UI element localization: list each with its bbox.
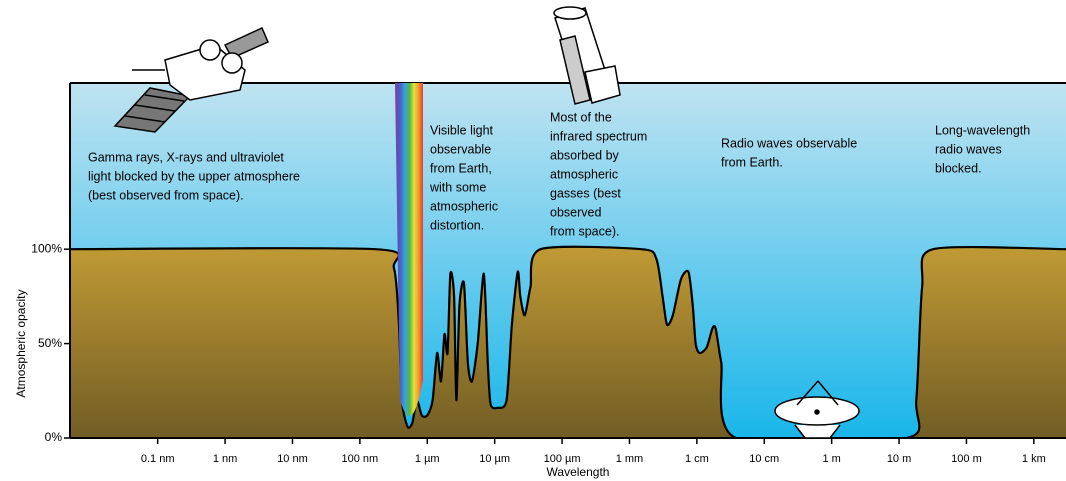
annotation-line: with some — [429, 180, 486, 194]
annotation-line: Radio waves observable — [721, 136, 857, 150]
x-tick-label: 100 m — [951, 453, 982, 465]
x-tick-label: 1 km — [1022, 453, 1046, 465]
annotation-line: infrared spectrum — [550, 129, 647, 143]
y-tick-label: 100% — [31, 241, 62, 255]
annotation-line: Most of the — [550, 110, 612, 124]
x-tick-label: 1 mm — [616, 453, 644, 465]
y-tick-label: 0% — [45, 430, 63, 444]
annotation-line: distortion. — [430, 218, 484, 232]
annotation-line: atmospheric — [430, 199, 498, 213]
annotation-line: absorbed by — [550, 148, 620, 162]
annotation-line: from Earth, — [430, 161, 492, 175]
x-tick-label: 1 nm — [213, 453, 237, 465]
x-tick-label: 10 µm — [479, 453, 510, 465]
x-tick-label: 1 m — [822, 453, 840, 465]
annotation-line: observable — [430, 142, 491, 156]
x-tick-label: 10 cm — [749, 453, 779, 465]
x-tick-label: 0.1 nm — [141, 453, 175, 465]
annotation-line: gasses (best — [550, 186, 621, 200]
y-tick-label: 50% — [38, 336, 62, 350]
x-tick-label: 100 nm — [342, 453, 379, 465]
annotation-line: (best observed from space). — [88, 188, 244, 202]
x-tick-label: 100 µm — [544, 453, 581, 465]
annotation-line: from Earth. — [721, 155, 783, 169]
annotation-line: Long-wavelength — [935, 123, 1030, 137]
x-tick-label: 10 m — [887, 453, 911, 465]
x-tick-label: 1 cm — [685, 453, 709, 465]
annotation-line: Visible light — [430, 123, 494, 137]
annotation-line: atmospheric — [550, 167, 618, 181]
x-axis-label: Wavelength — [547, 465, 610, 479]
x-tick-label: 10 nm — [277, 453, 308, 465]
annotation-line: blocked. — [935, 161, 982, 175]
annotation-line: Gamma rays, X-rays and ultraviolet — [88, 150, 284, 164]
chart: 0% 50% 100% 0.1 nm 1 nm 10 nm 100 nm 1 µm 10 µm 1… — [0, 0, 1066, 481]
y-axis-label: Atmospheric opacity — [14, 290, 28, 398]
page: 0% 50% 100% 0.1 nm 1 nm 10 nm 100 nm 1 µm 10 µm 1… — [0, 0, 1066, 481]
annotation-line: radio waves — [935, 142, 1002, 156]
x-tick-label: 1 µm — [415, 453, 440, 465]
annotation-line: observed — [550, 205, 601, 219]
annotation-line: from space). — [550, 224, 619, 238]
annotation-line: light blocked by the upper atmosphere — [88, 169, 300, 183]
